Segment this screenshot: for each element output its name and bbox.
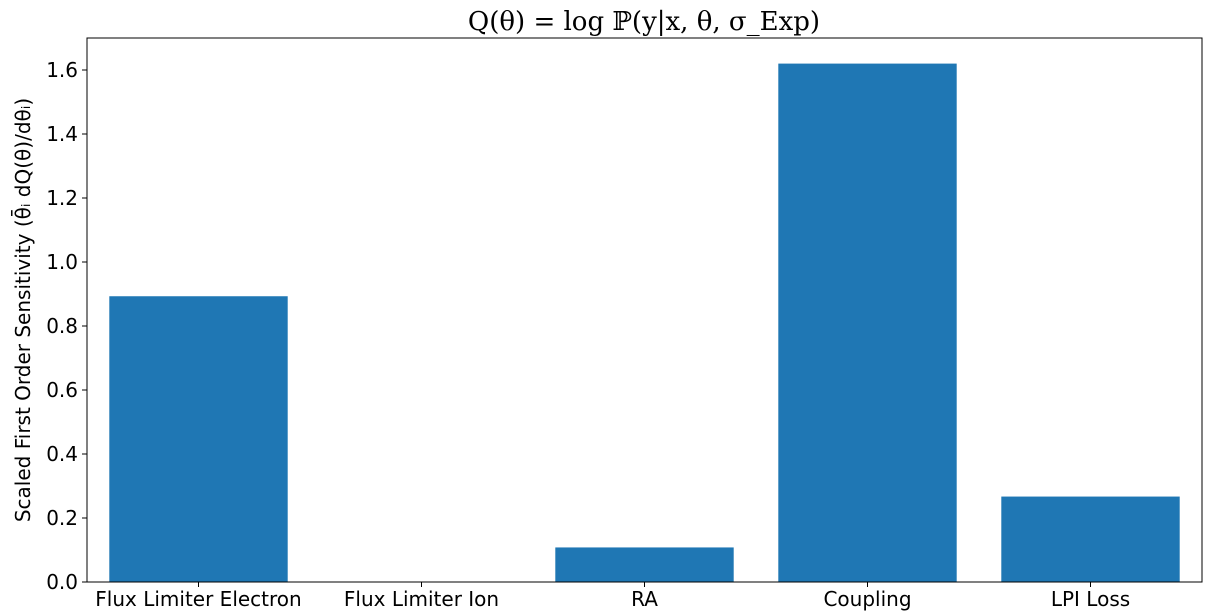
y-tick-label: 1.6 — [46, 58, 78, 82]
y-tick-label: 0.8 — [46, 314, 78, 338]
x-tick-label: RA — [631, 587, 658, 611]
x-tick-label: LPI Loss — [1051, 587, 1130, 611]
y-tick-label: 0.6 — [46, 378, 78, 402]
bar-flux-limiter-electron — [109, 296, 288, 582]
y-axis: 0.0 0.2 0.4 0.6 0.8 1.0 1.2 1.4 1.6 — [46, 58, 87, 594]
y-tick-label: 0.2 — [46, 506, 78, 530]
x-tick-label: Flux Limiter Ion — [344, 587, 499, 611]
y-tick-label: 1.0 — [46, 250, 78, 274]
bars-group — [109, 63, 1180, 583]
y-tick-label: 0.4 — [46, 442, 78, 466]
x-tick-label: Coupling — [823, 587, 911, 611]
y-axis-label: Scaled First Order Sensitivity (θ̄ᵢ dQ(θ… — [10, 98, 35, 522]
y-tick-label: 1.4 — [46, 122, 78, 146]
y-tick-label: 1.2 — [46, 186, 78, 210]
x-axis: Flux Limiter Electron Flux Limiter Ion RA C… — [95, 582, 1130, 611]
x-tick-label: Flux Limiter Electron — [95, 587, 301, 611]
bar-ra — [555, 547, 734, 582]
y-tick-label: 0.0 — [46, 570, 78, 594]
bar-coupling — [778, 63, 957, 583]
bar-lpi-loss — [1001, 496, 1180, 582]
chart-title: Q(θ) = log ℙ(y|x, θ, σ_Exp) — [468, 7, 820, 37]
